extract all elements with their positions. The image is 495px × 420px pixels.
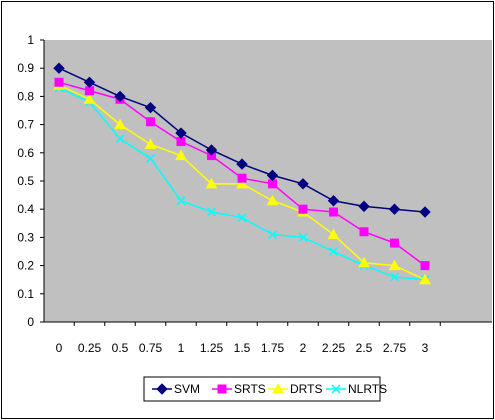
legend-item-svm: SVM: [152, 382, 200, 396]
data-point: [419, 206, 431, 218]
series-svm: [53, 62, 431, 218]
y-tick-label: 0.4: [17, 202, 34, 216]
series-layer: [53, 62, 431, 285]
y-tick-label: 0.8: [17, 89, 34, 103]
data-point: [358, 256, 370, 268]
data-point: [419, 273, 431, 285]
legend: SVM SRTS DRTS NLRTS: [152, 382, 387, 396]
x-tick-label: 1.5: [234, 341, 251, 355]
y-axis: 0 0.1 0.2 0.3 0.4 0.5 0.6 0.7 0.8 0.9 1: [17, 33, 44, 329]
data-point: [115, 134, 125, 144]
legend-marker: [272, 382, 284, 394]
x-tick-label: 0: [56, 341, 63, 355]
x-axis: 0 0.25 0.5 0.75 1 1.25 1.5 1.75 2 2.25 2.5 2.75 3: [56, 322, 441, 355]
data-point: [205, 144, 218, 156]
legend-label: SRTS: [234, 382, 266, 396]
data-point: [175, 149, 187, 161]
x-tick-label: 1: [178, 341, 185, 355]
data-point: [206, 207, 217, 217]
data-point: [390, 238, 399, 248]
data-point: [114, 90, 126, 103]
x-tick-label: 0.5: [112, 341, 129, 355]
x-tick-label: 2.5: [356, 341, 373, 355]
data-point: [144, 101, 157, 114]
data-point: [83, 76, 96, 89]
y-tick-label: 0.6: [17, 146, 34, 160]
legend-marker: [217, 384, 227, 394]
data-point: [83, 93, 96, 104]
data-point: [266, 194, 279, 206]
y-tick-label: 0.7: [17, 118, 34, 132]
data-point: [144, 138, 157, 149]
data-point: [388, 259, 401, 271]
legend-item-drts: DRTS: [268, 382, 322, 396]
x-tick-label: 3: [422, 341, 429, 355]
data-point: [359, 227, 369, 237]
legend-label: SVM: [174, 382, 200, 396]
legend-item-srts: SRTS: [212, 382, 266, 396]
data-point: [298, 232, 308, 242]
series-drts: [53, 79, 431, 285]
y-tick-label: 0: [27, 315, 34, 329]
x-tick-label: 1.75: [261, 341, 285, 355]
y-tick-label: 0.5: [17, 174, 34, 188]
data-point: [329, 207, 338, 217]
y-tick-label: 0.2: [17, 259, 34, 273]
data-point: [237, 213, 247, 223]
data-point: [237, 173, 247, 183]
data-point: [236, 158, 248, 170]
data-point: [328, 246, 339, 257]
y-tick-label: 1: [27, 33, 34, 47]
data-point: [388, 203, 401, 215]
data-point: [358, 200, 370, 213]
data-point: [267, 230, 278, 240]
legend-label: DRTS: [290, 382, 322, 396]
x-tick-label: 2.25: [322, 341, 346, 355]
x-tick-label: 1.25: [200, 341, 224, 355]
data-point: [389, 272, 400, 282]
y-tick-label: 0.1: [17, 287, 34, 301]
data-point: [420, 261, 430, 271]
data-point: [297, 178, 309, 190]
data-point: [327, 228, 340, 240]
legend-label: NLRTS: [348, 382, 387, 396]
data-point: [266, 169, 279, 182]
x-tick-label: 2.75: [383, 341, 407, 355]
data-point: [53, 62, 65, 74]
data-point: [114, 118, 126, 130]
x-tick-label: 2: [300, 341, 307, 355]
data-point: [146, 117, 155, 127]
data-point: [236, 177, 248, 189]
data-point: [176, 196, 186, 206]
legend-marker: [331, 384, 341, 394]
y-tick-label: 0.9: [17, 61, 34, 75]
legend-item-nlrts: NLRTS: [326, 382, 387, 396]
x-tick-label: 0.25: [78, 341, 102, 355]
x-tick-label: 0.75: [139, 341, 163, 355]
data-point: [298, 204, 308, 214]
data-point: [205, 177, 218, 189]
data-point: [327, 195, 340, 207]
legend-marker: [156, 383, 168, 395]
y-tick-label: 0.3: [17, 230, 34, 244]
data-point: [145, 153, 156, 163]
data-point: [175, 127, 187, 139]
data-point: [54, 77, 64, 87]
